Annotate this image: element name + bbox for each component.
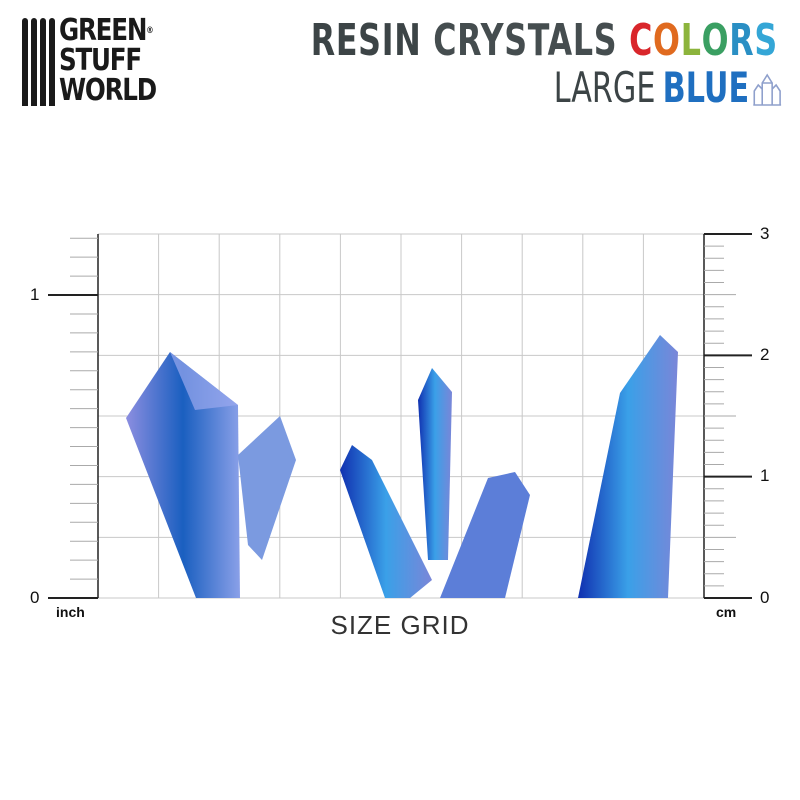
title-colors-letter: S	[754, 15, 778, 66]
crystals-photo	[126, 335, 678, 598]
crystal-mid-right	[440, 472, 530, 598]
crystal-left-large-tip	[170, 352, 238, 410]
title-word-crystals: CRYSTALS	[433, 15, 618, 66]
right-ruler-label-2: 2	[760, 345, 770, 364]
right-ruler-label-0: 0	[760, 588, 770, 607]
logo-line1: GREEN®	[59, 13, 153, 48]
crystal-left-large	[126, 352, 240, 598]
brand-logo: GREEN® STUFF WORLD	[22, 16, 177, 106]
title-word-resin: RESIN	[310, 15, 422, 66]
crystal-mid-tall	[418, 368, 452, 560]
left-ruler-unit: inch	[56, 604, 85, 620]
right-ruler-label-3: 3	[760, 224, 770, 243]
grid-title: SIZE GRID	[330, 610, 470, 640]
right-ruler-label-1: 1	[760, 466, 770, 485]
crystal-mid-left	[340, 445, 432, 598]
crystal-right	[578, 335, 678, 598]
left-ruler-label-0: 0	[30, 588, 40, 607]
title-colors-letter: C	[629, 15, 654, 66]
right-ruler-unit: cm	[716, 604, 737, 620]
title-colors-letter: R	[729, 15, 755, 66]
title-colors-letter: O	[653, 15, 681, 66]
logo-line2: STUFF	[59, 43, 142, 78]
left-ruler-label-1: 1	[30, 285, 40, 304]
logo-bars-icon	[22, 18, 55, 106]
title-size: LARGE	[553, 63, 656, 112]
title-colors-letter: O	[701, 15, 730, 66]
crystal-icon	[753, 73, 782, 106]
title-colors-letter: L	[680, 15, 702, 66]
title-word-colors: COLORS	[629, 15, 778, 66]
logo-line3: WORLD	[59, 73, 157, 108]
crystal-left-small	[238, 416, 296, 560]
product-title: RESIN CRYSTALS COLORS LARGE BLUE	[310, 15, 782, 112]
title-color-name: BLUE	[662, 63, 750, 112]
